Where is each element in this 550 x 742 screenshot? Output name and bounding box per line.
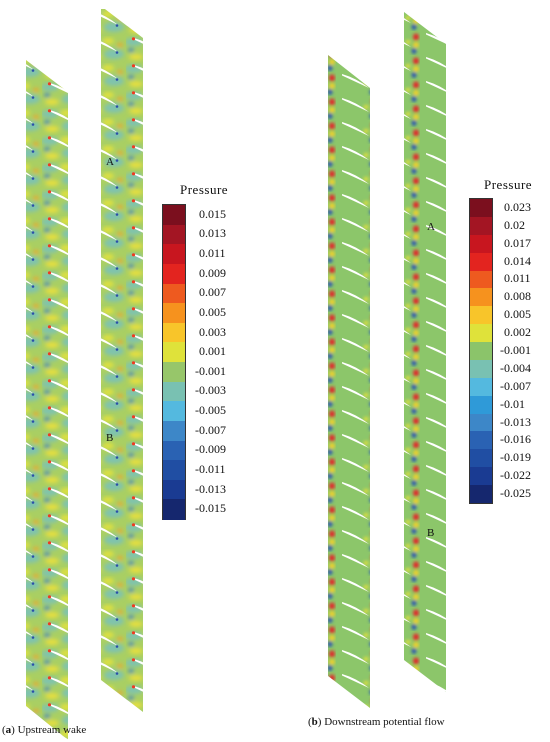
panel-a-strip-right [101,9,143,712]
panel-b-legend-swatch [470,199,492,218]
panel-b-legend-swatch [470,377,492,397]
panel-a-legend-swatch [163,244,185,265]
panel-b-legend-swatch [470,395,492,415]
panel-a-legend-tick-label: -0.009 [195,442,226,457]
panel-b-legend-swatch [470,431,492,450]
panel-a-legend-tick-label: -0.005 [195,403,226,418]
panel-b-legend-ticks: 0.023 0.02 0.017 0.014 0.011 0.008 0.005 0.002 -… [500,198,550,504]
panel-a-caption-text: Upstream wake [17,724,87,736]
panel-a-legend-ticks: 0.015 0.013 0.011 0.009 0.007 0.005 0.003 0.001… [195,204,255,520]
panel-b-caption-letter: b [311,716,318,728]
panel-a-marker-a: A [106,156,114,168]
panel-a-legend-tick-label: 0.013 [199,226,226,241]
panel-b-legend-tick-label: 0.011 [504,271,531,286]
panel-a-legend-title: Pressure [180,182,229,197]
panel-b-caption: (b) Downstream potential flow [308,716,445,728]
panel-a-legend-tick-label: -0.001 [195,363,226,378]
panel-a-legend-tick-label: 0.011 [199,246,226,261]
panel-b-legend-tick-label: 0.002 [504,325,531,340]
panel-b-legend-swatch [470,216,492,236]
panel-b-legend-tick-label: 0.023 [504,199,531,214]
panel-b-legend-tick-label: -0.025 [500,486,531,501]
panel-a-legend-swatch [163,283,185,304]
panel-a-legend-tick-label: 0.001 [199,344,226,359]
panel-a-legend-swatch [163,440,185,461]
panel-a-legend-swatch [163,401,185,422]
panel-b-legend-tick-label: -0.001 [500,343,531,357]
panel-b-legend-tick-label: 0.005 [504,307,531,322]
panel-a-legend-swatch [163,342,185,363]
panel-b-legend-swatch [470,324,492,343]
panel-b-legend-swatch [470,270,492,289]
panel-a-legend-swatch [163,322,185,343]
panel-b-legend-tick-label: -0.004 [500,360,531,375]
panel-b-legend-title: Pressure [484,177,533,192]
panel-b-legend-tick-label: -0.013 [500,414,531,429]
panel-b-legend-tick-label: 0.017 [504,235,531,250]
panel-a-legend-swatch [163,224,185,245]
panel-a-caption: (a) Upstream wake [2,724,87,736]
panel-a-legend-tick-label: -0.007 [195,422,226,437]
panel-a-legend-tick-label: 0.009 [199,265,226,280]
panel-a-legend-swatch [163,479,185,500]
panel-b-legend-tick-label: -0.016 [500,432,531,447]
panel-b-legend-swatch [470,359,492,379]
panel-b-legend-swatch [470,449,492,468]
panel-a-legend-swatch [163,381,185,402]
panel-a-legend-swatch [163,303,185,324]
panel-a-legend-bar [162,204,186,520]
panel-b-legend-swatch [470,413,492,432]
panel-b-legend-swatch [470,288,492,307]
panel-b-legend-tick-label: 0.008 [504,289,531,304]
panel-b-strip-left [328,55,370,708]
panel-b-legend-tick-label: -0.01 [500,396,525,411]
panel-a-legend-tick-label: 0.005 [199,304,226,319]
panel-b-strip-right [404,12,446,692]
panel-b-legend-tick-label: -0.022 [500,468,531,483]
panel-b-marker-b: B [427,527,435,539]
panel-a-legend-tick-label: -0.013 [195,481,226,496]
panel-a-legend-swatch [163,263,185,284]
panel-b-legend-swatch [470,252,492,272]
panel-a-legend-swatch [163,460,185,481]
panel-a-legend-tick-label: 0.015 [199,206,226,221]
panel-a-legend-tick-label: 0.007 [199,285,226,300]
panel-b-legend-bar [469,198,493,504]
panel-b-legend-tick-label: 0.014 [504,253,531,268]
panel-a-legend-swatch [163,205,185,226]
panel-b-marker-a: A [427,221,435,233]
panel-a-legend-tick-label: 0.003 [199,324,226,339]
panel-a-marker-b: B [106,432,114,444]
panel-b-legend-tick-label: 0.02 [504,217,525,232]
panel-a-legend-swatch [163,420,185,441]
panel-b-legend-swatch [470,306,492,325]
panel-b-legend-swatch [470,485,492,504]
panel-a-legend-tick-label: -0.015 [195,501,226,516]
panel-b-legend-tick-label: -0.007 [500,378,531,393]
panel-b-caption-text: Downstream potential flow [324,716,445,728]
panel-a-legend-tick-label: -0.003 [195,383,226,398]
panel-b-legend-swatch [470,342,492,361]
panel-b-legend-swatch [470,467,492,486]
panel-b-legend-swatch [470,234,492,254]
panel-a-strip-left [26,60,68,740]
panel-a-legend-swatch [163,362,185,383]
panel-b-legend-tick-label: -0.019 [500,450,531,465]
panel-a-caption-letter: a [5,724,12,736]
panel-a-legend-swatch [163,499,185,520]
panel-a-legend-tick-label: -0.011 [195,461,226,476]
